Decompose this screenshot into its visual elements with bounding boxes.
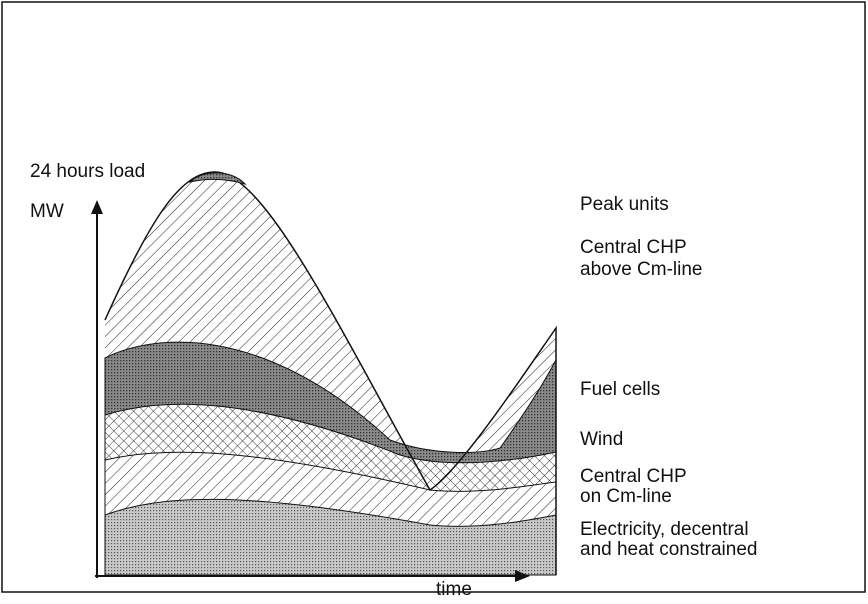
layer-label: and heat constrained — [580, 539, 757, 560]
layer-label: Central CHP — [580, 466, 687, 487]
x-axis-arrow — [515, 570, 530, 582]
layer-electricity — [104, 498, 557, 576]
layer-label: Fuel cells — [580, 379, 660, 400]
layer-label: Electricity, decentral — [580, 519, 749, 540]
y-axis-unit: MW — [30, 201, 64, 222]
layer-label: Wind — [580, 429, 623, 450]
layer-label: above Cm-line — [580, 259, 703, 280]
frame — [1, 1, 866, 593]
y-axis-arrow — [91, 200, 103, 214]
layer-label: Peak units — [580, 194, 669, 215]
layer-peak — [188, 172, 247, 185]
layer-label: on Cm-line — [580, 486, 672, 507]
x-axis-label: time — [436, 579, 472, 600]
y-axis-title: 24 hours load — [30, 161, 145, 182]
layer-label: Central CHP — [580, 237, 687, 258]
load-curve — [104, 171, 557, 575]
